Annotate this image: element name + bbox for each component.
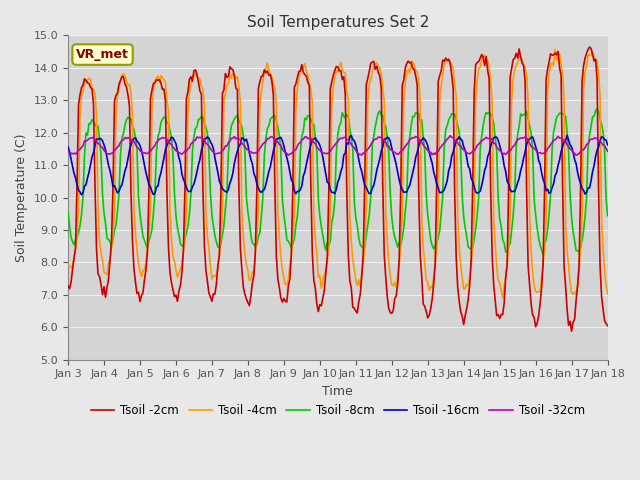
Tsoil -2cm [64, 283, 72, 289]
Tsoil -32cm [604, 148, 611, 154]
Tsoil -8cm [164, 120, 172, 126]
Tsoil -32cm [446, 133, 454, 139]
Tsoil -8cm [401, 209, 409, 215]
Line: Tsoil -8cm: Tsoil -8cm [68, 108, 607, 255]
Tsoil -16cm [563, 132, 571, 138]
Tsoil -32cm [572, 152, 580, 158]
Legend: Tsoil -2cm, Tsoil -4cm, Tsoil -8cm, Tsoil -16cm, Tsoil -32cm: Tsoil -2cm, Tsoil -4cm, Tsoil -8cm, Tsoi… [86, 399, 589, 422]
Tsoil -4cm [540, 261, 547, 266]
Tsoil -4cm [499, 295, 506, 301]
Tsoil -16cm [604, 142, 611, 148]
Line: Tsoil -16cm: Tsoil -16cm [68, 135, 607, 195]
Tsoil -32cm [79, 143, 87, 148]
Tsoil -8cm [371, 124, 379, 130]
Tsoil -4cm [389, 283, 397, 288]
Title: Soil Temperatures Set 2: Soil Temperatures Set 2 [246, 15, 429, 30]
Y-axis label: Soil Temperature (C): Soil Temperature (C) [15, 133, 28, 262]
Tsoil -4cm [79, 89, 87, 95]
Tsoil -32cm [389, 149, 397, 155]
Tsoil -2cm [538, 285, 545, 290]
Tsoil -32cm [64, 148, 72, 154]
Tsoil -2cm [79, 82, 87, 88]
Tsoil -2cm [164, 244, 172, 250]
Tsoil -16cm [166, 138, 174, 144]
Tsoil -4cm [64, 263, 72, 268]
Tsoil -4cm [401, 80, 409, 86]
Tsoil -2cm [604, 323, 611, 328]
Tsoil -32cm [371, 136, 379, 142]
Tsoil -16cm [81, 183, 88, 189]
Tsoil -8cm [540, 252, 547, 258]
Tsoil -2cm [568, 328, 575, 334]
Line: Tsoil -2cm: Tsoil -2cm [68, 47, 607, 331]
X-axis label: Time: Time [323, 385, 353, 398]
Tsoil -2cm [401, 65, 409, 71]
Text: VR_met: VR_met [76, 48, 129, 61]
Tsoil -32cm [540, 150, 547, 156]
Tsoil -2cm [586, 44, 593, 50]
Tsoil -4cm [371, 61, 379, 67]
Tsoil -4cm [164, 108, 172, 113]
Tsoil -8cm [538, 247, 545, 252]
Tsoil -8cm [389, 227, 397, 232]
Tsoil -32cm [164, 138, 172, 144]
Tsoil -16cm [403, 189, 411, 195]
Tsoil -16cm [540, 177, 547, 182]
Line: Tsoil -32cm: Tsoil -32cm [68, 136, 607, 155]
Tsoil -16cm [64, 144, 72, 150]
Tsoil -8cm [79, 194, 87, 200]
Tsoil -32cm [401, 144, 409, 149]
Line: Tsoil -4cm: Tsoil -4cm [68, 49, 607, 298]
Tsoil -8cm [604, 213, 611, 218]
Tsoil -16cm [77, 192, 85, 198]
Tsoil -4cm [551, 47, 559, 52]
Tsoil -8cm [593, 106, 601, 111]
Tsoil -2cm [371, 66, 379, 72]
Tsoil -2cm [389, 307, 397, 313]
Tsoil -16cm [391, 156, 399, 161]
Tsoil -4cm [604, 291, 611, 297]
Tsoil -8cm [64, 209, 72, 215]
Tsoil -16cm [373, 168, 381, 173]
